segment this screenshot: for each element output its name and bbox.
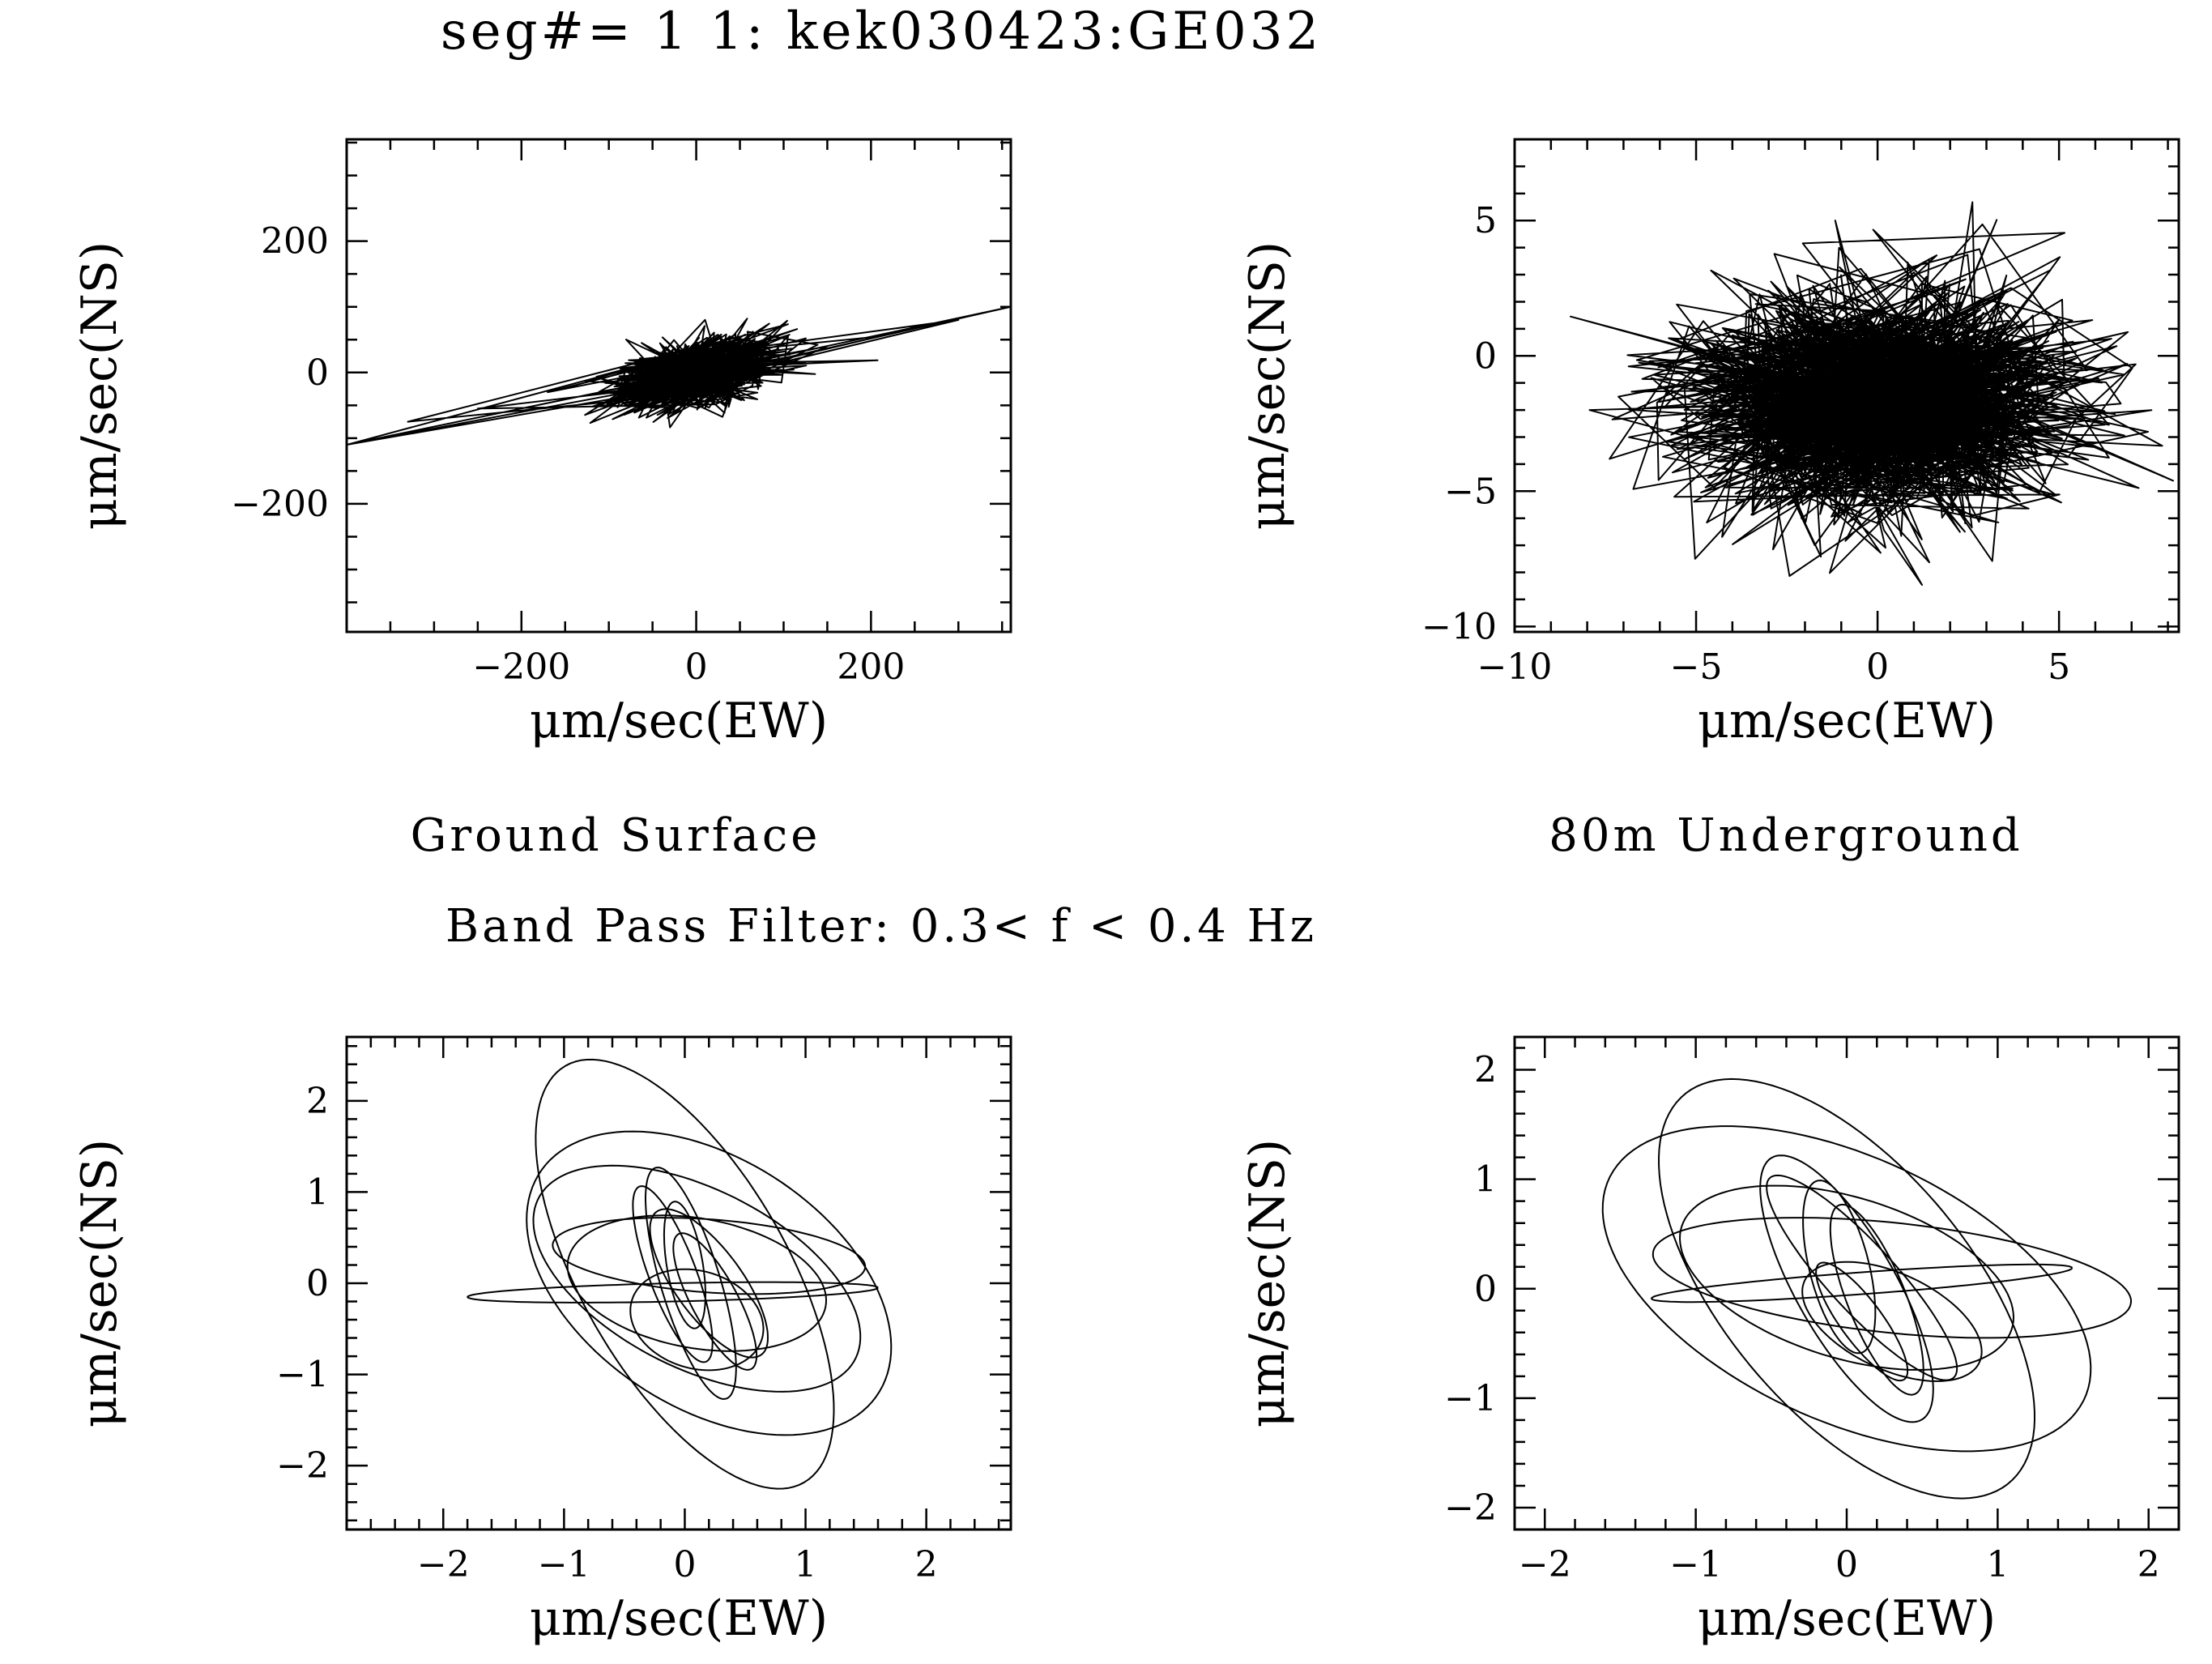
trace-line xyxy=(1601,1077,2133,1500)
panel-underground-filtered: −2 −1 0 1 2 −2 −1 0 1 2 μm/sec(EW) μm/sec(NS) xyxy=(1239,1035,2180,1647)
x-tick-label: −2 xyxy=(1519,1544,1571,1585)
x-tick-label: 200 xyxy=(837,646,905,688)
plot-frame xyxy=(1513,138,2180,634)
x-tick-label: 0 xyxy=(1866,646,1889,688)
y-axis-label: μm/sec(NS) xyxy=(71,241,128,530)
y-tick-label: −200 xyxy=(231,484,329,525)
x-tick-label: −5 xyxy=(1670,646,1723,688)
x-axis-label: μm/sec(EW) xyxy=(1698,1590,1996,1647)
x-tick-label: 0 xyxy=(673,1544,696,1585)
y-tick-label: 2 xyxy=(306,1081,329,1122)
y-tick-label: 5 xyxy=(1474,200,1497,241)
trace-line xyxy=(467,1058,893,1490)
y-tick-label: −5 xyxy=(1444,471,1497,512)
panel-underground-raw: −10 −5 0 5 −10 −5 0 5 μm/sec(EW) μm/sec(NS) xyxy=(1239,138,2180,749)
trace-line xyxy=(347,305,1011,446)
x-tick-label: 0 xyxy=(1835,1544,1858,1585)
x-axis-label: μm/sec(EW) xyxy=(530,1590,828,1647)
x-axis-label: μm/sec(EW) xyxy=(1698,693,1996,749)
x-tick-label: 2 xyxy=(2137,1544,2160,1585)
caption-80m-underground: 80m Underground xyxy=(1549,809,2023,862)
y-tick-label: 2 xyxy=(1474,1050,1497,1091)
y-tick-label: 0 xyxy=(1474,1269,1497,1310)
y-tick-label: 0 xyxy=(306,352,329,394)
plot-frame xyxy=(345,138,1012,634)
y-tick-label: 1 xyxy=(1474,1159,1497,1201)
y-tick-label: −1 xyxy=(276,1355,329,1396)
y-tick-label: −1 xyxy=(1444,1378,1497,1419)
y-tick-label: 0 xyxy=(306,1263,329,1304)
x-axis-label: μm/sec(EW) xyxy=(530,693,828,749)
x-tick-label: 0 xyxy=(685,646,708,688)
y-axis-label: μm/sec(NS) xyxy=(71,1139,128,1427)
y-tick-label: −10 xyxy=(1421,606,1497,647)
x-tick-label: 2 xyxy=(915,1544,938,1585)
band-pass-filter-label: Band Pass Filter: 0.3< f < 0.4 Hz xyxy=(445,900,1317,953)
panel-ground-surface-filtered: −2 −1 0 1 2 −2 −1 0 1 2 μm/sec(EW) μm/sec(NS) xyxy=(71,1035,1012,1647)
y-tick-label: 0 xyxy=(1474,335,1497,377)
y-tick-label: −2 xyxy=(1444,1487,1497,1529)
x-tick-label: −1 xyxy=(538,1544,590,1585)
figure-title: seg#= 1 1: kek030423:GE032 xyxy=(441,2,1322,62)
y-tick-label: 1 xyxy=(306,1171,329,1213)
trace-line xyxy=(1570,201,2175,586)
x-tick-label: 1 xyxy=(795,1544,817,1585)
x-tick-label: −10 xyxy=(1477,646,1553,688)
x-tick-label: −200 xyxy=(472,646,570,688)
x-tick-label: 1 xyxy=(1986,1544,2009,1585)
x-tick-label: −1 xyxy=(1669,1544,1722,1585)
x-tick-label: 5 xyxy=(2048,646,2070,688)
y-tick-label: −2 xyxy=(276,1445,329,1487)
y-axis-label: μm/sec(NS) xyxy=(1239,241,1296,530)
y-tick-label: 200 xyxy=(261,221,329,262)
plot-frame xyxy=(1513,1035,2180,1531)
axis-ticks xyxy=(347,1037,1011,1530)
y-axis-label: μm/sec(NS) xyxy=(1239,1139,1296,1427)
plot-frame xyxy=(345,1035,1012,1531)
x-tick-label: −2 xyxy=(417,1544,470,1585)
caption-ground-surface: Ground Surface xyxy=(411,809,821,862)
